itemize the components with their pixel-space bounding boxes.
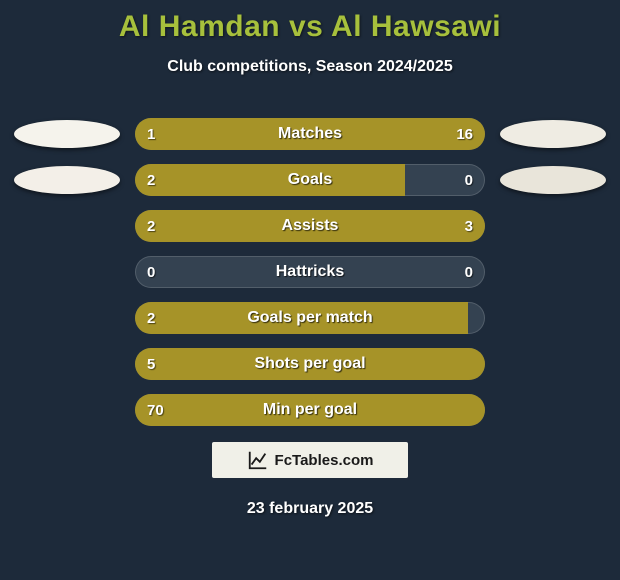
chart-area: 116Matches 20Goals 23Assists 00Hattricks 2Go… — [0, 118, 620, 426]
watermark-text: FcTables.com — [275, 452, 374, 469]
player-photo-placeholder — [14, 166, 120, 194]
player-photo-placeholder — [14, 120, 120, 148]
stat-label: Goals per match — [135, 309, 485, 327]
comparison-rows: 116Matches 20Goals 23Assists 00Hattricks 2Go… — [135, 118, 485, 426]
stat-row: 70Min per goal — [135, 394, 485, 426]
stat-row: 2Goals per match — [135, 302, 485, 334]
left-photo-col — [7, 118, 127, 426]
stat-row: 5Shots per goal — [135, 348, 485, 380]
comparison-card: Al Hamdan vs Al Hawsawi Club competition… — [0, 0, 620, 580]
date-text: 23 february 2025 — [0, 500, 620, 518]
stat-row: 20Goals — [135, 164, 485, 196]
watermark: FcTables.com — [212, 442, 408, 478]
chart-line-icon — [247, 449, 269, 471]
stat-row: 00Hattricks — [135, 256, 485, 288]
stat-label: Assists — [135, 217, 485, 235]
stat-label: Shots per goal — [135, 355, 485, 373]
right-photo-col — [493, 118, 613, 426]
player-b-name: Al Hawsawi — [331, 10, 501, 43]
stat-label: Hattricks — [135, 263, 485, 281]
stat-label: Min per goal — [135, 401, 485, 419]
player-photo-placeholder — [500, 166, 606, 194]
page-title: Al Hamdan vs Al Hawsawi — [0, 10, 620, 44]
stat-row: 23Assists — [135, 210, 485, 242]
stat-row: 116Matches — [135, 118, 485, 150]
player-a-name: Al Hamdan — [119, 10, 280, 43]
stat-label: Goals — [135, 171, 485, 189]
title-vs: vs — [289, 10, 323, 43]
stat-label: Matches — [135, 125, 485, 143]
player-photo-placeholder — [500, 120, 606, 148]
subtitle: Club competitions, Season 2024/2025 — [0, 58, 620, 76]
